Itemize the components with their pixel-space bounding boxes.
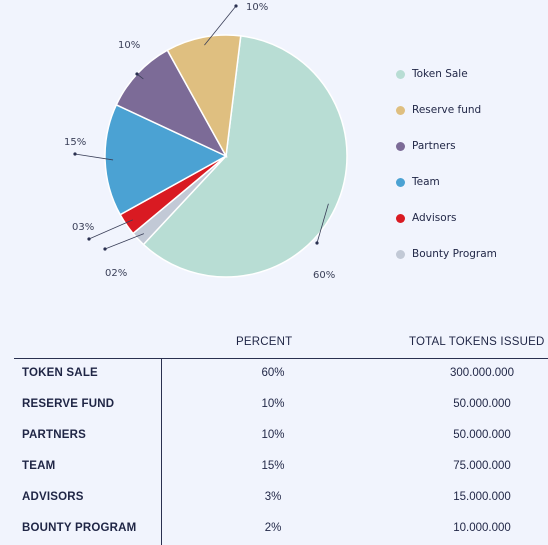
legend-label: Team bbox=[412, 176, 440, 188]
table-row: PARTNERS 10% 50.000.000 bbox=[22, 421, 548, 452]
legend-dot bbox=[396, 213, 405, 223]
header-percent: PERCENT bbox=[236, 336, 293, 348]
legend-item-bounty-program: Bounty Program bbox=[396, 236, 497, 272]
token-distribution-table: PERCENT TOTAL TOKENS ISSUED TOKEN SALE 6… bbox=[14, 330, 548, 545]
row-name: RESERVE FUND bbox=[22, 398, 115, 410]
row-total: 15.000.000 bbox=[453, 491, 511, 503]
pie-slice-reserve-fund bbox=[166, 34, 242, 159]
pie-slice-token-sale bbox=[142, 35, 348, 278]
legend-label: Advisors bbox=[412, 212, 457, 224]
leader-line bbox=[316, 203, 329, 244]
legend-item-partners: Partners bbox=[396, 128, 497, 164]
table-row: RESERVE FUND 10% 50.000.000 bbox=[22, 390, 548, 421]
legend-item-reserve-fund: Reserve fund bbox=[396, 92, 497, 128]
row-total: 50.000.000 bbox=[453, 398, 511, 410]
row-name: ADVISORS bbox=[22, 491, 84, 503]
row-name: BOUNTY PROGRAM bbox=[22, 522, 137, 534]
row-total: 300.000.000 bbox=[450, 367, 514, 379]
row-name: TEAM bbox=[22, 460, 56, 472]
pie-slice-team bbox=[104, 103, 228, 216]
table-body: TOKEN SALE 60% 300.000.000 RESERVE FUND … bbox=[22, 359, 548, 545]
leader-dot bbox=[315, 241, 319, 245]
legend-label: Reserve fund bbox=[412, 104, 482, 116]
legend-label: Partners bbox=[412, 140, 456, 152]
table-header: PERCENT TOTAL TOKENS ISSUED bbox=[14, 330, 548, 359]
table-row: TEAM 15% 75.000.000 bbox=[22, 452, 548, 483]
legend-dot bbox=[396, 249, 405, 259]
pie-chart: 60% 02% 03% 15% 10% 10% bbox=[64, 2, 348, 281]
row-percent: 15% bbox=[261, 460, 285, 472]
row-total: 50.000.000 bbox=[453, 429, 511, 441]
row-total: 10.000.000 bbox=[453, 522, 511, 534]
table-row: TOKEN SALE 60% 300.000.000 bbox=[22, 359, 548, 390]
leader-dot bbox=[103, 247, 107, 251]
slice-label: 02% bbox=[105, 268, 127, 279]
leader-dot bbox=[234, 4, 238, 8]
slice-label: 10% bbox=[118, 40, 140, 51]
legend-dot bbox=[396, 141, 405, 151]
row-percent: 60% bbox=[261, 367, 285, 379]
row-name: PARTNERS bbox=[22, 429, 87, 441]
legend-label: Token Sale bbox=[412, 68, 468, 80]
row-percent: 2% bbox=[264, 522, 282, 534]
row-percent: 3% bbox=[264, 491, 282, 503]
leader-line bbox=[204, 5, 237, 46]
leader-dot bbox=[87, 237, 91, 241]
legend-label: Bounty Program bbox=[412, 248, 497, 260]
row-percent: 10% bbox=[261, 398, 285, 410]
row-name: TOKEN SALE bbox=[22, 367, 98, 379]
legend-dot bbox=[396, 69, 405, 79]
header-total-tokens: TOTAL TOKENS ISSUED bbox=[409, 336, 545, 348]
slice-label: 10% bbox=[246, 2, 268, 13]
legend-dot bbox=[396, 105, 405, 115]
legend-item-token-sale: Token Sale bbox=[396, 56, 497, 92]
legend-dot bbox=[396, 177, 405, 187]
row-percent: 10% bbox=[261, 429, 285, 441]
leader-dot bbox=[73, 152, 77, 156]
leader-line bbox=[104, 233, 145, 250]
table-row: BOUNTY PROGRAM 2% 10.000.000 bbox=[22, 514, 548, 545]
leader-line bbox=[88, 219, 133, 240]
leader-line bbox=[74, 153, 114, 161]
slice-label: 15% bbox=[64, 137, 86, 148]
leader-dot bbox=[135, 72, 139, 76]
legend-item-team: Team bbox=[396, 164, 497, 200]
legend: Token Sale Reserve fund Partners Team Ad… bbox=[396, 56, 497, 272]
slice-label: 03% bbox=[72, 222, 94, 233]
slice-label: 60% bbox=[313, 270, 335, 281]
table-row: ADVISORS 3% 15.000.000 bbox=[22, 483, 548, 514]
row-total: 75.000.000 bbox=[453, 460, 511, 472]
legend-item-advisors: Advisors bbox=[396, 200, 497, 236]
